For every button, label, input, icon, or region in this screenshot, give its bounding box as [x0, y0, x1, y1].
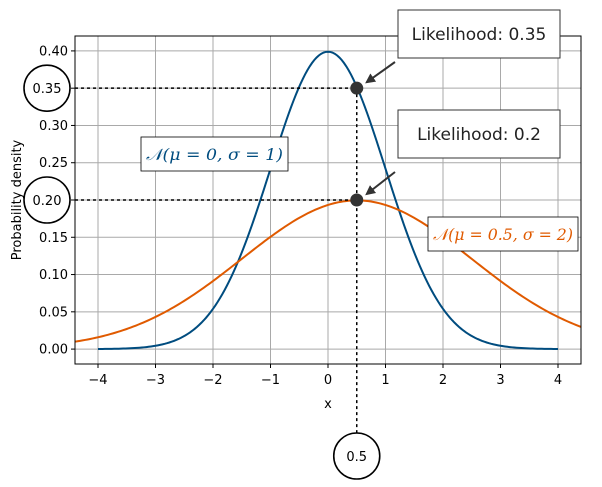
series-1-curve	[74, 199, 582, 343]
y-tick-label-3: 0.15	[39, 231, 68, 246]
circled-y-value-0-label: 0.35	[33, 82, 62, 97]
series-0-curve	[97, 50, 559, 350]
x-tick-label-3: −1	[261, 373, 280, 388]
curves	[74, 50, 582, 350]
circled-y-value-1-label: 0.20	[33, 194, 62, 209]
callout-1-text: Likelihood: 0.2	[417, 125, 541, 145]
highlight-points	[350, 81, 364, 207]
y-tick-label-1: 0.05	[39, 305, 68, 320]
y-tick-label-6: 0.30	[39, 119, 68, 134]
highlight-point-1	[350, 193, 364, 207]
dashed-guides	[75, 87, 358, 434]
series-0-label-box	[140, 136, 289, 172]
x-tick-label-1: −3	[146, 373, 165, 388]
x-tick-label-7: 3	[496, 373, 504, 388]
y-tick-label-2: 0.10	[39, 268, 68, 283]
circled-y-value-0	[23, 64, 71, 112]
highlight-point-0	[350, 81, 364, 95]
likelihood-callouts: Likelihood: 0.35 Likelihood: 0.2	[365, 9, 561, 196]
circled-x-value	[332, 432, 381, 480]
y-tick-label-5: 0.25	[39, 156, 68, 171]
x-tick-label-0: −4	[88, 373, 107, 388]
callout-1-box	[397, 109, 561, 159]
circled-y-value-1	[23, 176, 71, 224]
circled-x-value-label: 0.5	[346, 450, 367, 465]
x-tick-label-2: −2	[203, 373, 222, 388]
series-1-label: 𝒩(μ = 0.5, σ = 2)	[433, 225, 573, 244]
x-tick-label-4: 0	[324, 373, 332, 388]
series-0-label: 𝒩(μ = 0, σ = 1)	[146, 145, 283, 164]
x-tick-label-8: 4	[554, 373, 562, 388]
callout-0-text: Likelihood: 0.35	[412, 25, 547, 45]
callout-0-box	[397, 9, 561, 59]
circled-values: 0.35 0.20 0.5	[23, 64, 381, 480]
distribution-labels: 𝒩(μ = 0, σ = 1) 𝒩(μ = 0.5, σ = 2)	[140, 136, 579, 252]
callout-1-arrow	[365, 171, 396, 196]
y-tick-label-0: 0.00	[39, 343, 68, 358]
callout-0-arrow	[365, 61, 396, 84]
y-axis-title: Probability density	[10, 139, 25, 260]
x-tick-label-6: 2	[439, 373, 447, 388]
x-axis-title: x	[324, 397, 332, 412]
y-tick-label-8: 0.40	[39, 44, 68, 59]
series-1-label-box	[427, 216, 579, 252]
x-tick-label-5: 1	[381, 373, 389, 388]
